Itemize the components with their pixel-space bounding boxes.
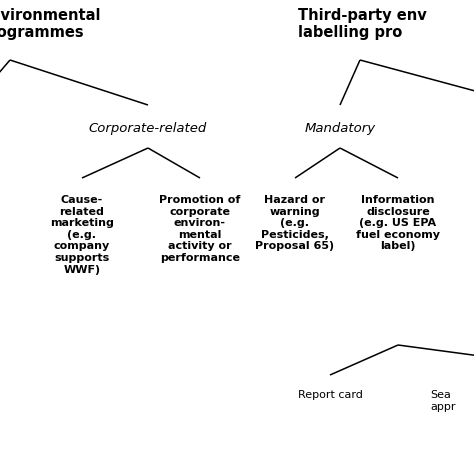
Text: Promotion of
corporate
environ-
mental
activity or
performance: Promotion of corporate environ- mental a… — [159, 195, 241, 263]
Text: Cause-
related
marketing
(e.g.
company
supports
WWF): Cause- related marketing (e.g. company s… — [50, 195, 114, 274]
Text: Sea
appr: Sea appr — [430, 390, 456, 411]
Text: Corporate-related: Corporate-related — [89, 121, 207, 135]
Text: Mandatory: Mandatory — [304, 121, 375, 135]
Text: Report card: Report card — [298, 390, 363, 400]
Text: Hazard or
warning
(e.g.
Pesticides,
Proposal 65): Hazard or warning (e.g. Pesticides, Prop… — [255, 195, 335, 251]
Text: environmental
programmes: environmental programmes — [0, 8, 100, 40]
Text: Third-party env
labelling pro: Third-party env labelling pro — [298, 8, 427, 40]
Text: Information
disclosure
(e.g. US EPA
fuel economy
label): Information disclosure (e.g. US EPA fuel… — [356, 195, 440, 251]
